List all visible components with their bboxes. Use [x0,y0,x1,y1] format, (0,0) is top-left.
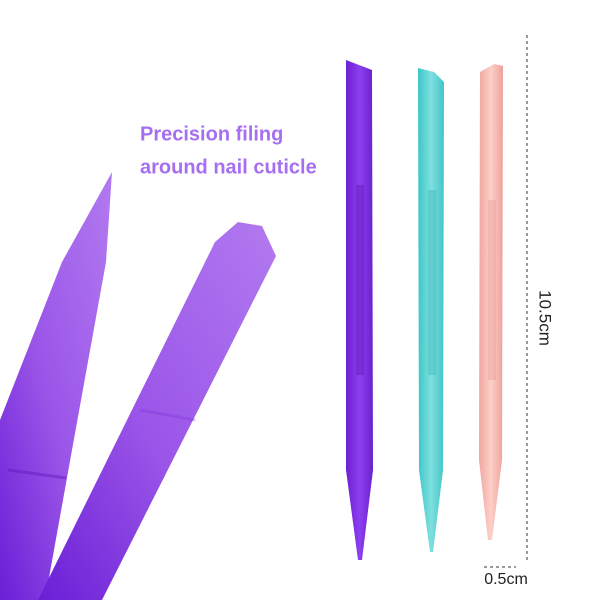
stick-core [356,185,364,375]
stick-joint [139,408,196,422]
stick-purple [346,60,373,560]
stick-pink [479,64,503,540]
length-label: 10.5cm [536,290,555,346]
stick-core [488,200,496,380]
caption-line: Precision filing [140,123,283,145]
width-label: 0.5cm [484,571,528,588]
closeup-stick-flat [38,222,276,600]
closeup-stick-pointed [0,172,112,600]
stick-teal [418,68,444,552]
caption-line: around nail cuticle [140,156,317,178]
stick-core [428,190,436,375]
stick-joint [7,468,67,480]
